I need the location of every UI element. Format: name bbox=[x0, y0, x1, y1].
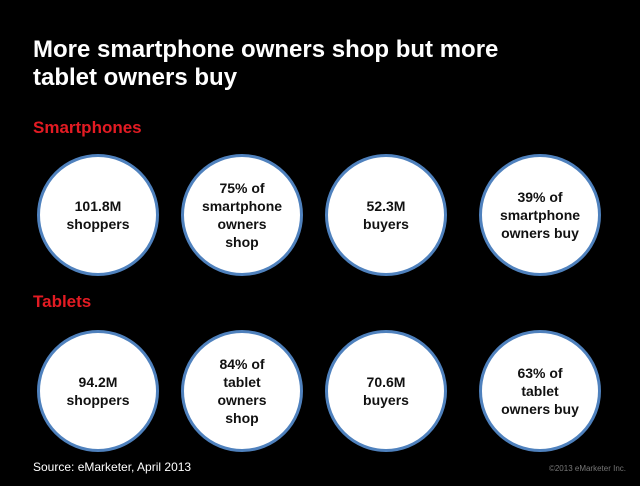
section-heading: Smartphones bbox=[33, 118, 142, 137]
stat-text: owners buy bbox=[501, 225, 579, 241]
stat-text: shoppers bbox=[66, 392, 130, 408]
stat-text: 39% of bbox=[517, 189, 563, 205]
title-line: tablet owners buy bbox=[33, 64, 238, 91]
copyright: ©2013 eMarketer Inc. bbox=[548, 464, 626, 473]
stat-text: shoppers bbox=[66, 216, 130, 232]
stat-text: owners buy bbox=[501, 401, 579, 417]
stat-text: 63% of bbox=[517, 365, 563, 381]
stat-circle: 94.2M shoppers bbox=[37, 330, 159, 452]
title-line: More smartphone owners shop but more bbox=[33, 36, 499, 63]
stat-text: smartphone bbox=[499, 207, 581, 223]
stat-circle: 101.8M shoppers bbox=[37, 154, 159, 276]
stat-text: tablet bbox=[521, 383, 559, 399]
title: More smartphone owners shop but more tab… bbox=[33, 36, 498, 92]
stat-circle: 52.3M buyers bbox=[325, 154, 447, 276]
stat-circle: 70.6M buyers bbox=[325, 330, 447, 452]
stat-text: buyers bbox=[363, 392, 409, 408]
stat-text: 84% of bbox=[219, 356, 265, 372]
stat-circle: 39% of smartphone owners buy bbox=[479, 154, 601, 276]
stat-circle: 84% of tablet owners shop bbox=[181, 330, 303, 452]
stat-text: 70.6M bbox=[366, 374, 406, 390]
source: Source: eMarketer, April 2013 bbox=[33, 460, 192, 474]
stat-text: owners bbox=[217, 216, 267, 232]
section-heading: Tablets bbox=[33, 292, 92, 311]
stat-text: 101.8M bbox=[74, 198, 122, 214]
stat-text: 75% of bbox=[219, 180, 265, 196]
stat-circle: 75% of smartphone owners shop bbox=[181, 154, 303, 276]
stat-text: owners bbox=[217, 392, 267, 408]
stat-text: buyers bbox=[363, 216, 409, 232]
stat-text: smartphone bbox=[201, 198, 283, 214]
stat-text: tablet bbox=[223, 374, 261, 390]
stat-text: 52.3M bbox=[366, 198, 406, 214]
stat-text: shop bbox=[225, 234, 259, 250]
stat-text: shop bbox=[225, 410, 259, 426]
stat-circle: 63% of tablet owners buy bbox=[479, 330, 601, 452]
stat-text: 94.2M bbox=[78, 374, 118, 390]
